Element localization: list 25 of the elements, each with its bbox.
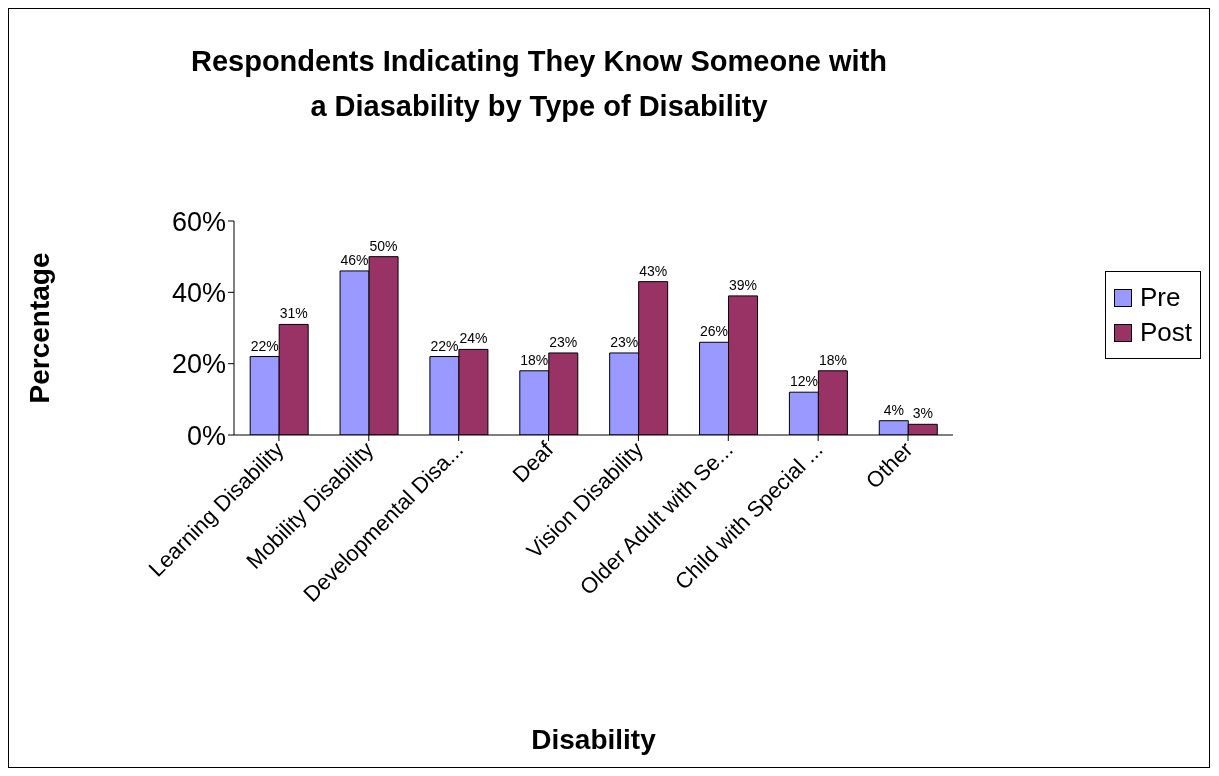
data-label: 18% [520,351,549,368]
data-label: 31% [279,305,308,322]
data-label: 50% [369,237,398,254]
x-axis-title: Disability [531,724,657,755]
y-axis-title: Percentage [23,252,55,404]
data-label: 23% [610,333,639,350]
data-label: 3% [912,405,933,422]
legend-label: Pre [1139,282,1181,313]
y-tick-label: 0% [186,420,226,451]
y-tick-label: 20% [171,349,226,380]
y-tick-label: 40% [171,277,226,308]
data-label: 24% [459,330,488,347]
data-label: 43% [639,262,668,279]
chart-title: Respondents Indicating They Know Someone with a Diasability by Type of Disability [189,44,888,124]
data-label: 18% [818,351,847,368]
data-label: 39% [729,276,758,293]
y-tick-label: 60% [171,206,226,237]
data-label: 4% [883,401,904,418]
data-label: 22% [250,337,279,354]
legend-label: Post [1139,317,1192,348]
data-label: 23% [549,333,578,350]
data-label: 46% [340,251,369,268]
data-label: 12% [789,373,818,390]
data-label: 22% [430,337,459,354]
data-label: 26% [700,323,729,340]
